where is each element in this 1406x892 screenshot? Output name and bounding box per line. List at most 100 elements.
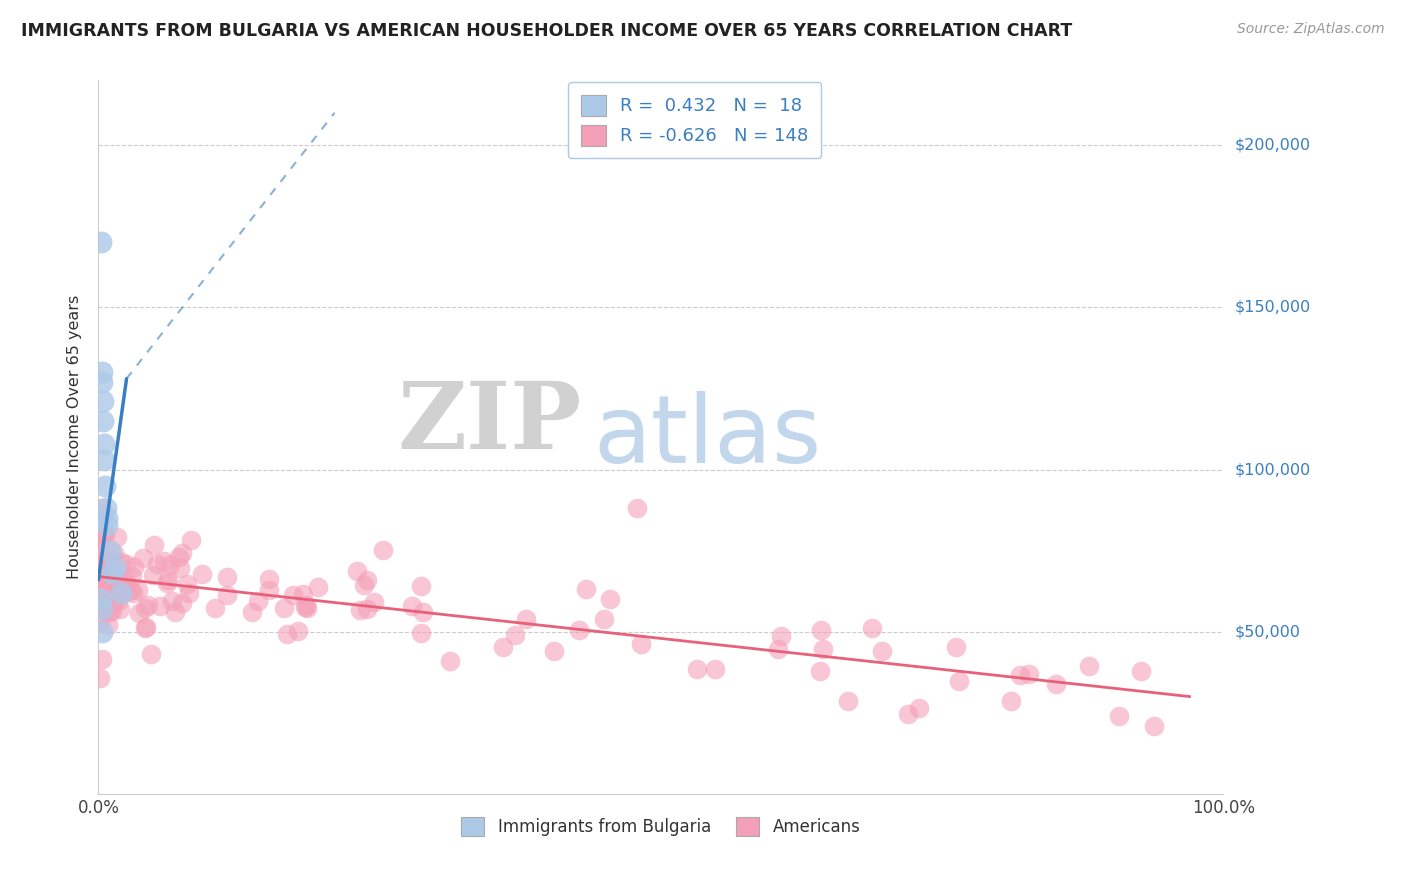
Point [297,601,319,615]
Point [114,558,136,572]
Point [411,579,433,593]
Point [170,546,193,560]
Point [134,620,156,634]
Point [152,554,174,568]
Point [860,621,883,635]
Point [1108,708,1130,723]
Point [1142,719,1164,733]
Point [100,573,122,587]
Point [169,561,191,575]
Point [686,662,709,676]
Point [94,525,117,540]
Point [568,624,591,638]
Text: $50,000: $50,000 [1234,624,1301,640]
Point [115,577,138,591]
Point [93,507,115,521]
Point [575,582,598,596]
Point [93,578,115,592]
Point [90,624,112,639]
Point [94,555,117,569]
Point [90,375,112,389]
Point [240,605,263,619]
Point [1077,658,1099,673]
Point [176,577,198,591]
Point [1045,677,1067,691]
Point [101,566,124,581]
Point [103,583,125,598]
Point [160,594,183,608]
Point [142,567,165,582]
Point [96,594,118,608]
Point [246,594,269,608]
Point [93,582,115,597]
Text: ZIP: ZIP [398,378,582,467]
Point [94,577,117,591]
Point [90,592,112,607]
Point [810,624,832,638]
Point [89,579,111,593]
Point [91,583,114,598]
Point [100,561,122,575]
Point [89,555,111,569]
Point [89,577,111,591]
Point [291,587,314,601]
Point [515,612,537,626]
Point [90,577,112,591]
Point [89,555,111,569]
Point [356,574,378,588]
Point [593,612,616,626]
Point [945,640,967,655]
Point [837,694,859,708]
Point [90,500,112,515]
Point [121,569,143,583]
Point [89,616,111,631]
Point [401,599,423,613]
Point [136,598,159,612]
Point [813,642,835,657]
Point [103,596,125,610]
Point [626,501,648,516]
Point [97,561,120,575]
Point [139,647,162,661]
Point [93,529,115,543]
Y-axis label: Householder Income Over 65 years: Householder Income Over 65 years [67,295,83,579]
Point [115,584,138,599]
Point [89,542,111,557]
Point [127,582,149,597]
Point [180,533,202,547]
Point [135,620,157,634]
Point [90,365,112,379]
Point [97,605,120,619]
Point [96,517,118,532]
Point [132,551,155,566]
Point [870,644,893,658]
Point [107,594,129,608]
Point [704,662,727,676]
Point [89,596,111,610]
Point [356,602,378,616]
Point [93,436,115,450]
Point [948,673,970,688]
Point [122,559,145,574]
Point [96,511,118,525]
Point [156,575,179,590]
Point [98,543,121,558]
Point [157,573,180,587]
Point [167,549,190,564]
Point [101,603,124,617]
Point [1129,665,1152,679]
Point [287,624,309,639]
Point [146,558,169,572]
Point [97,572,120,586]
Point [191,567,214,582]
Point [90,602,112,616]
Point [93,598,115,612]
Point [349,603,371,617]
Point [273,600,295,615]
Point [91,573,114,587]
Point [543,644,565,658]
Point [97,618,120,632]
Point [371,543,394,558]
Point [91,591,114,606]
Point [215,570,238,584]
